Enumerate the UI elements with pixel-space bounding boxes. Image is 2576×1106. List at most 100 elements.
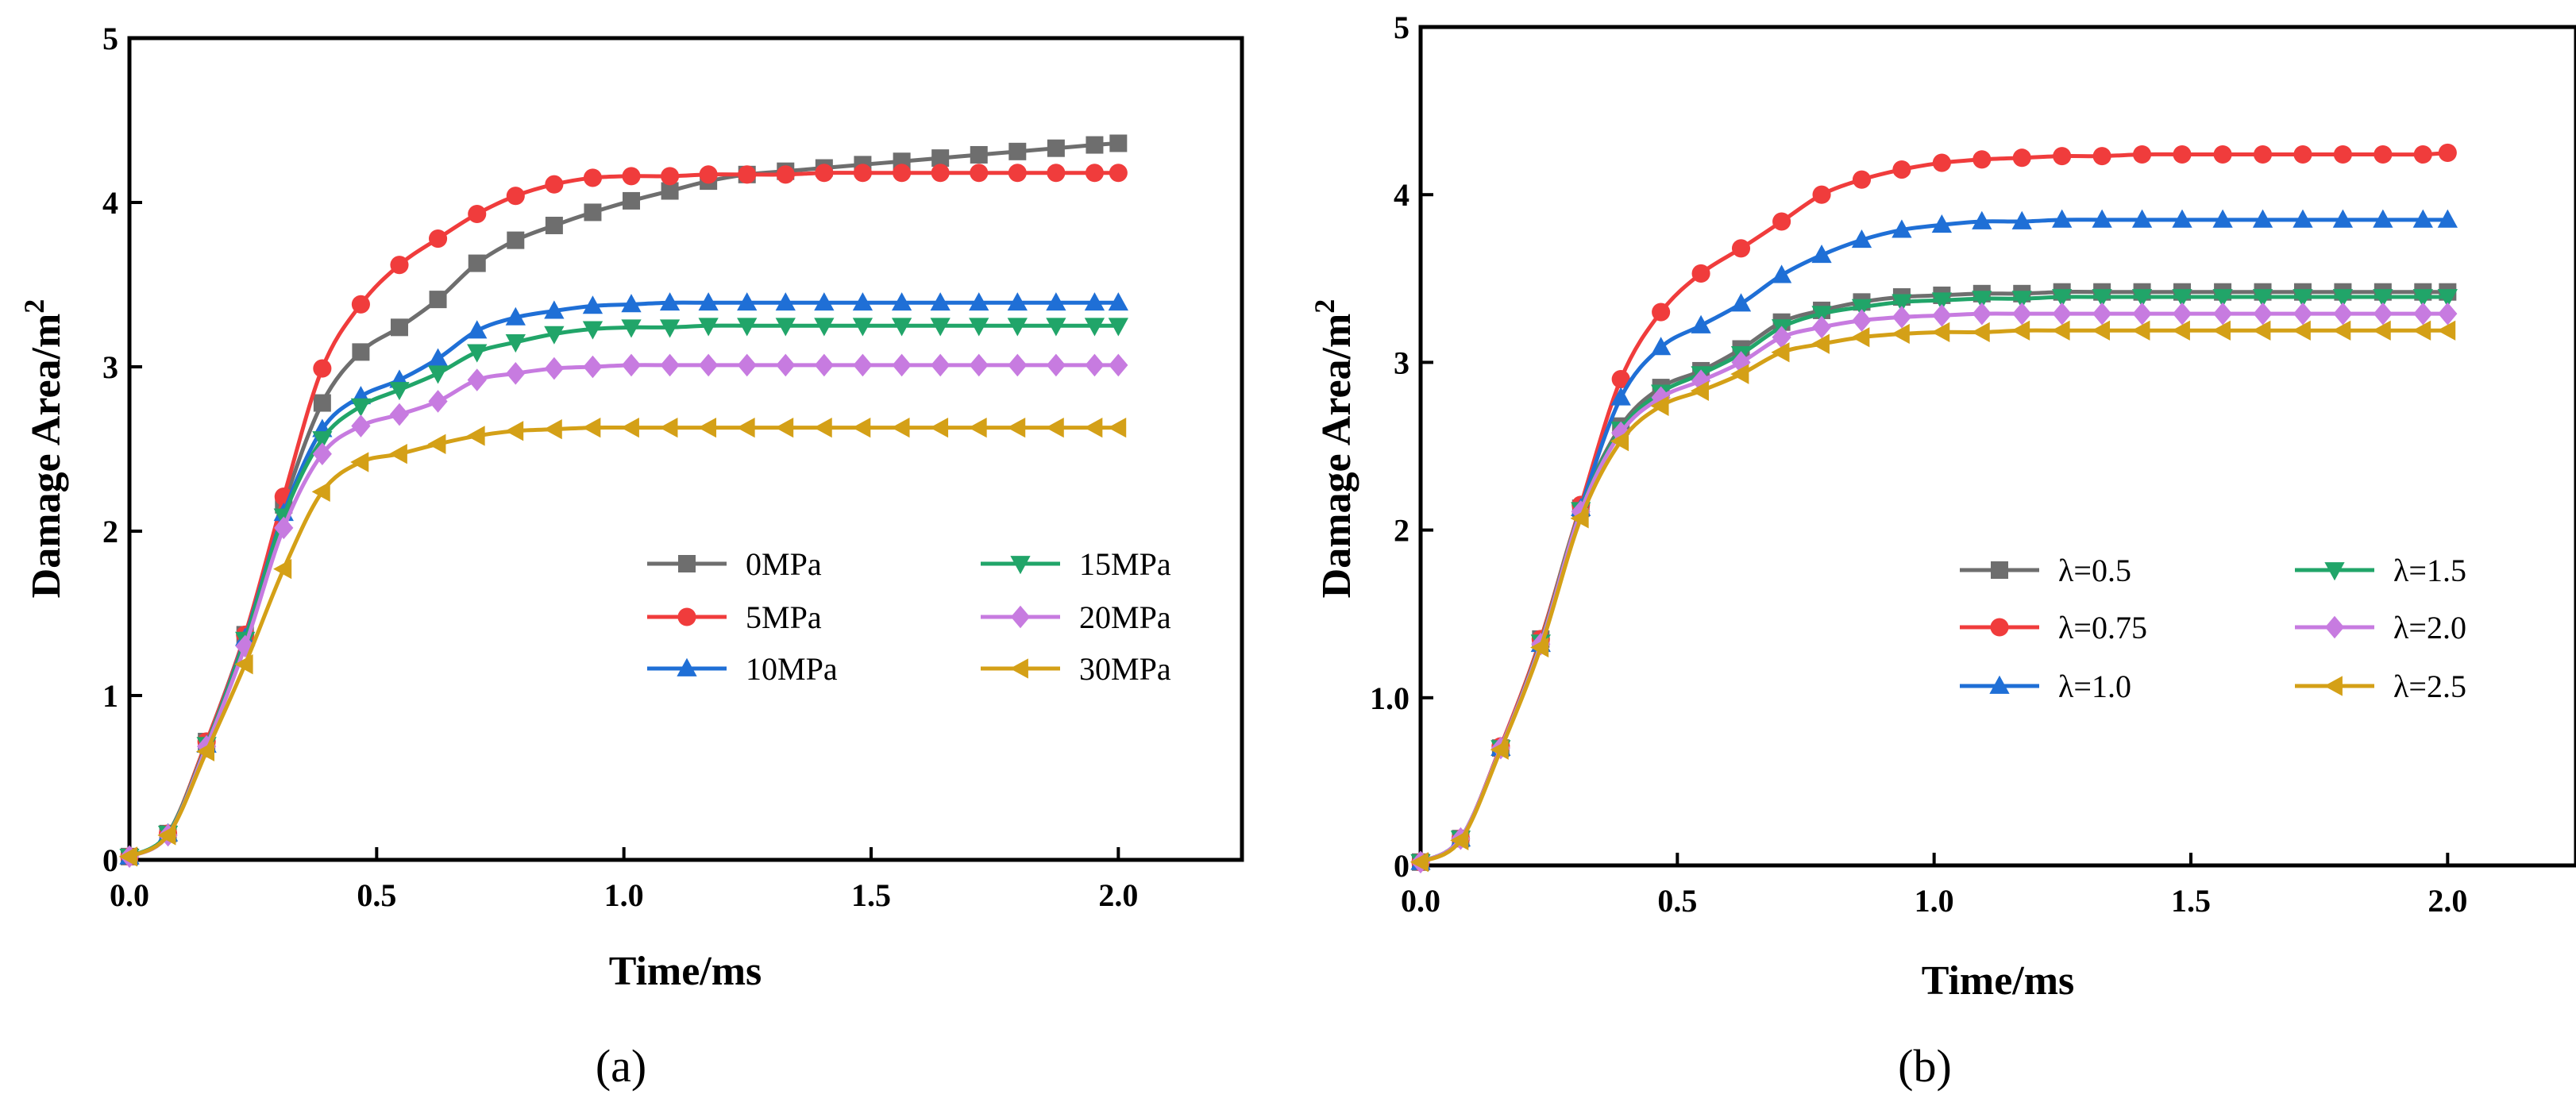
data-point bbox=[969, 292, 989, 311]
data-point bbox=[1109, 134, 1128, 152]
legend-entry: λ=2.5 bbox=[2295, 669, 2466, 704]
data-point bbox=[1931, 214, 1953, 233]
x-tick-label: 2.0 bbox=[1098, 877, 1138, 913]
data-point bbox=[1730, 364, 1749, 384]
data-point bbox=[582, 321, 604, 340]
data-point bbox=[969, 318, 989, 337]
data-point bbox=[776, 165, 795, 184]
legend-marker bbox=[1989, 675, 2010, 694]
y-tick-label: 0 bbox=[102, 842, 118, 878]
legend-marker bbox=[2324, 562, 2345, 581]
panel-caption-a: (a) bbox=[596, 1040, 646, 1092]
data-point bbox=[1972, 302, 1992, 326]
data-point bbox=[351, 295, 370, 314]
data-point bbox=[1931, 292, 1953, 311]
data-point bbox=[2212, 302, 2233, 326]
data-point bbox=[970, 164, 989, 183]
data-point bbox=[1972, 291, 1992, 310]
data-point bbox=[852, 318, 873, 337]
legend-entry: 5MPa bbox=[647, 599, 822, 635]
data-point bbox=[2053, 147, 2072, 166]
data-point bbox=[699, 353, 719, 377]
data-point bbox=[1931, 322, 1950, 343]
data-point bbox=[1610, 387, 1631, 406]
data-point bbox=[429, 291, 447, 309]
data-point bbox=[1932, 153, 1951, 172]
legend-marker bbox=[1010, 556, 1031, 575]
data-point bbox=[390, 256, 409, 275]
data-point bbox=[2092, 302, 2112, 326]
data-point bbox=[2374, 145, 2393, 164]
data-point bbox=[1045, 417, 1064, 438]
data-point bbox=[234, 654, 253, 675]
legend-label: 10MPa bbox=[746, 651, 838, 687]
series-diamond bbox=[1410, 302, 2458, 874]
data-point bbox=[1109, 164, 1128, 183]
data-point bbox=[2052, 209, 2073, 228]
x-tick-label: 2.0 bbox=[2428, 883, 2467, 919]
legend-entry: λ=2.0 bbox=[2295, 610, 2466, 645]
data-point bbox=[467, 368, 487, 391]
data-point bbox=[660, 353, 680, 377]
data-point bbox=[2413, 302, 2433, 326]
x-tick-label: 0.0 bbox=[1401, 883, 1440, 919]
data-point bbox=[2212, 320, 2231, 341]
data-point bbox=[969, 353, 989, 377]
series-square bbox=[1412, 283, 2457, 871]
data-point bbox=[2212, 289, 2233, 308]
data-point bbox=[2412, 289, 2433, 308]
data-point bbox=[699, 165, 718, 184]
data-point bbox=[661, 182, 679, 200]
data-point bbox=[1851, 299, 1872, 318]
legend-entry: λ=0.75 bbox=[1960, 610, 2147, 645]
data-point bbox=[1972, 150, 1992, 169]
series-triangle-up bbox=[119, 292, 1128, 865]
data-point bbox=[775, 292, 796, 311]
legend-marker bbox=[1990, 618, 2009, 637]
data-point bbox=[1812, 185, 1831, 204]
data-point bbox=[1007, 292, 1028, 311]
data-point bbox=[505, 306, 526, 326]
data-point bbox=[2052, 289, 2073, 308]
legend-label: λ=0.5 bbox=[2058, 553, 2131, 588]
data-point bbox=[621, 353, 642, 377]
data-point bbox=[2011, 291, 2032, 310]
data-point bbox=[775, 417, 794, 438]
data-point bbox=[506, 187, 525, 206]
data-point bbox=[891, 318, 912, 337]
data-point bbox=[1109, 353, 1128, 377]
data-point bbox=[2133, 145, 2152, 164]
x-tick-label: 1.5 bbox=[851, 877, 891, 913]
y-tick-label: 0 bbox=[1394, 848, 1409, 884]
data-point bbox=[311, 481, 330, 502]
data-point bbox=[659, 292, 681, 311]
legend-a: 0MPa 5MPa 10MPa 15MPa 20MPa 30MPa bbox=[647, 546, 1171, 687]
data-point bbox=[2437, 209, 2458, 228]
data-point bbox=[2092, 289, 2112, 308]
data-point bbox=[466, 426, 485, 446]
y-axis-ticks-b: 0 1.0 2 3 4 5 bbox=[1370, 10, 1433, 884]
data-point bbox=[582, 295, 604, 314]
x-tick-label: 1.0 bbox=[1915, 883, 1954, 919]
legend-b: λ=0.5 λ=0.75 λ=1.0 λ=1.5 λ=2.0 λ=2.5 bbox=[1960, 553, 2466, 704]
series-triangle-left bbox=[1409, 320, 2456, 873]
data-point bbox=[931, 149, 950, 168]
x-tick-label: 0.5 bbox=[1657, 883, 1697, 919]
data-point bbox=[2173, 145, 2192, 164]
series-group-b bbox=[1409, 143, 2458, 874]
data-point bbox=[814, 292, 835, 311]
data-point bbox=[891, 417, 910, 438]
data-point bbox=[505, 421, 524, 441]
data-point bbox=[852, 417, 871, 438]
series-circle bbox=[120, 164, 1128, 866]
y-tick-label: 4 bbox=[102, 185, 118, 221]
data-point bbox=[312, 431, 333, 450]
data-point bbox=[698, 318, 719, 337]
data-point bbox=[468, 254, 486, 272]
data-point bbox=[2091, 320, 2111, 341]
y-axis-title-sup-b: 2 bbox=[1309, 299, 1340, 314]
data-point bbox=[622, 167, 641, 186]
x-tick-label: 0.0 bbox=[110, 877, 149, 913]
data-point bbox=[1108, 292, 1128, 311]
